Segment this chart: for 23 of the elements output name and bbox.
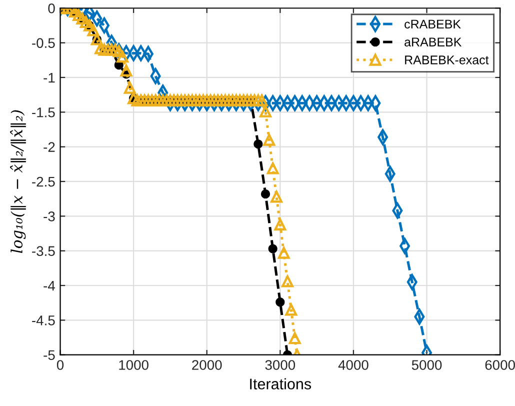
legend-label: aRABEBK (404, 38, 462, 46)
y-tick-label: -1.5 (32, 108, 55, 118)
y-tick-label: -4 (44, 280, 55, 291)
x-tick-label: 0 (56, 360, 64, 370)
y-tick-label: -1 (44, 72, 55, 82)
x-tick-label: 4000 (338, 360, 368, 370)
x-tick-label: 2000 (192, 360, 222, 370)
x-tick-label: 3000 (265, 360, 296, 370)
legend-label: cRABEBK (404, 20, 461, 29)
y-tick-label: -3.5 (32, 246, 55, 256)
y-tick-label: -2.5 (32, 176, 55, 187)
x-axis-title: Iterations (250, 378, 312, 390)
x-tick-label: 5000 (412, 360, 442, 370)
y-tick-label: -3 (44, 211, 55, 222)
y-tick-label: 0 (48, 3, 55, 14)
y-axis-title: log₁₀(‖x − x̂‖₂/‖x̂‖₂) (10, 110, 26, 254)
y-tick-label: -5 (44, 350, 55, 360)
y-tick-label: -2 (44, 142, 55, 152)
y-tick-label: -4.5 (32, 316, 55, 326)
legend-label: RABEBK-exact (405, 56, 489, 64)
x-tick-label: 6000 (485, 360, 515, 370)
x-tick-label: 1000 (119, 360, 148, 370)
y-tick-label: -0.5 (32, 38, 55, 48)
